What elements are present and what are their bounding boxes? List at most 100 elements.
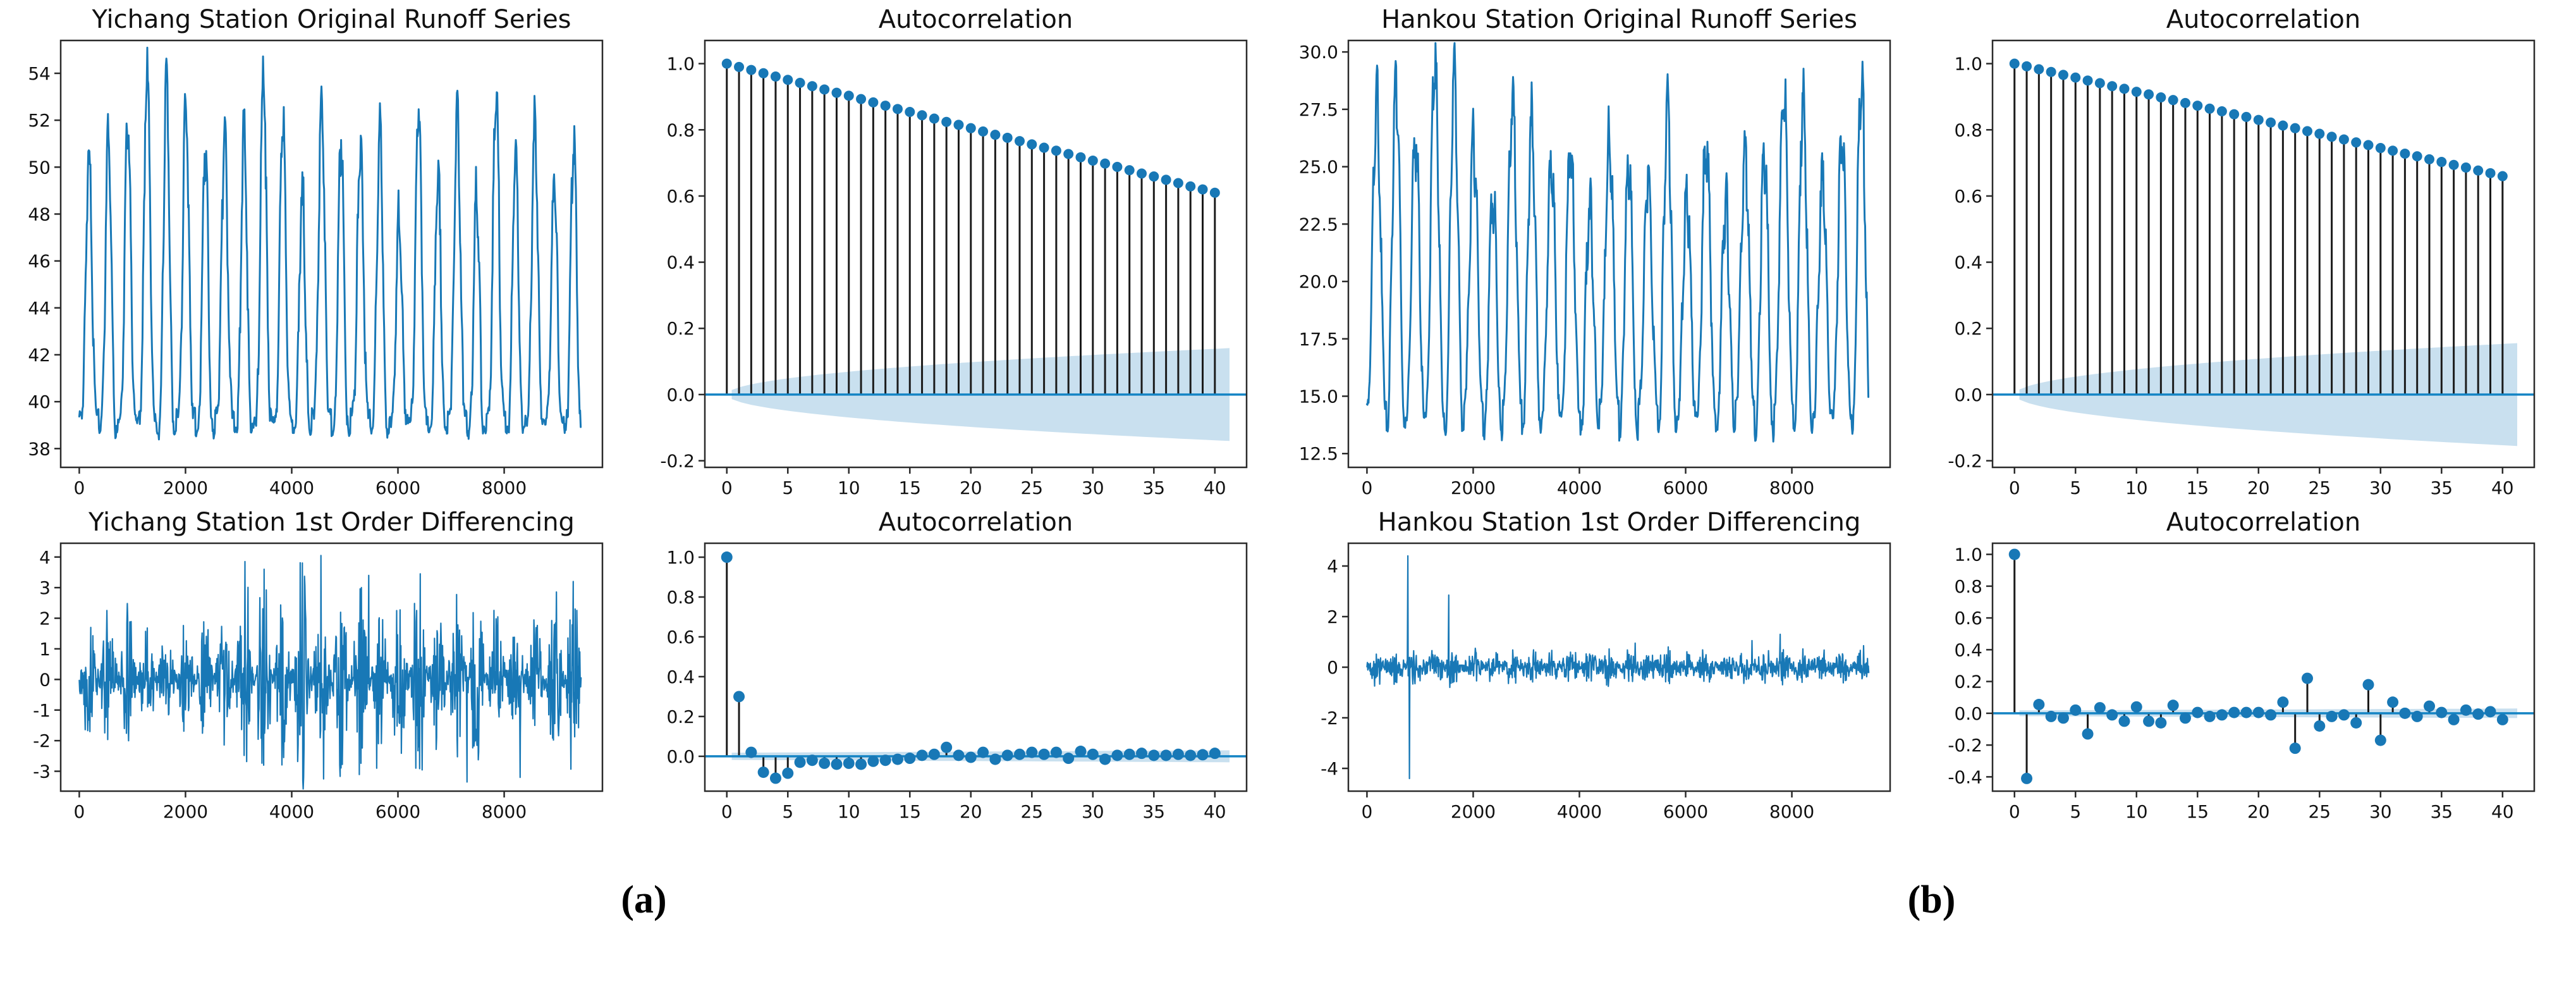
y-tick-label: -2 (1321, 708, 1338, 729)
acf-dot (2301, 672, 2313, 684)
acf-dot (2485, 168, 2496, 178)
acf-dot (831, 87, 841, 98)
acf-dot (2009, 58, 2020, 69)
acf-dot (1172, 748, 1184, 760)
yichang-original-svg: Yichang Station Original Runoff Series 0 2… (28, 5, 604, 498)
acf-dot (2240, 111, 2251, 122)
y-tick-label: 20.0 (1299, 271, 1338, 292)
acf-dot (2180, 97, 2190, 108)
x-tick-label: 6000 (1663, 477, 1708, 498)
x-tick-label: 10 (2125, 477, 2147, 498)
acf-dot (879, 754, 891, 766)
plot-border (59, 39, 604, 469)
acf-dot (977, 746, 989, 758)
chart-hankou-first-order-differencing: Hankou Station 1st Order Differencing 0 20… (1288, 503, 1932, 827)
x-tick-label: 0 (73, 477, 85, 498)
acf-dot (1124, 165, 1135, 176)
x-tick-label: 10 (2125, 801, 2147, 822)
x-tick-label: 35 (1142, 477, 1165, 498)
acf-dot (2094, 78, 2105, 89)
series-line (78, 555, 582, 790)
acf-dot (1087, 155, 1098, 166)
y-tick-label: 0.8 (666, 120, 695, 140)
acf-dot (1135, 748, 1147, 760)
y-tick-label: 0.6 (1954, 186, 1982, 207)
acf-dot (1039, 142, 1049, 153)
x-tick-label: 0 (721, 477, 732, 498)
acf-dot (2412, 151, 2422, 162)
y-tick-label: 0.0 (666, 385, 695, 405)
acf-dot (2020, 772, 2032, 784)
acf-dot (2277, 120, 2288, 131)
y-tick-label: 4 (39, 547, 51, 568)
acf-dot (1013, 748, 1025, 760)
acf-dot (2399, 148, 2410, 159)
plot-title: Autocorrelation (2166, 5, 2360, 34)
x-tick-label: 0 (73, 801, 85, 822)
acf-dot (2436, 157, 2446, 168)
chart-hankou-original-runoff: Hankou Station Original Runoff Series 0 20… (1288, 0, 1932, 503)
y-tick-label: 3 (39, 577, 51, 598)
y-tick-label: 1.0 (1954, 545, 1982, 565)
acf-dot (1002, 132, 1013, 143)
acf-dot (2423, 700, 2435, 712)
chart-yichang-original-runoff: Yichang Station Original Runoff Series 0 2… (0, 0, 644, 503)
hankou-acf-original-svg: Autocorrelation 0 5 10 15 20 25 30 35 40 -0.2 0.0 0.… (1948, 5, 2535, 498)
acf-dot (807, 81, 817, 92)
acf-dot (2106, 81, 2117, 92)
acf-dot (867, 97, 878, 108)
acf-dot (2424, 154, 2434, 164)
x-tick-label: 30 (2369, 801, 2391, 822)
acf-dot (2228, 109, 2239, 120)
y-tick-label: 0.8 (1954, 576, 1982, 597)
acf-dot (1161, 175, 1171, 185)
y-tick-label: -0.2 (1948, 451, 1982, 472)
acf-dot (769, 772, 781, 784)
acf-dot (2496, 713, 2508, 725)
x-tick-label: 40 (2491, 801, 2513, 822)
acf-dot (1038, 748, 1050, 760)
acf-dot (2362, 140, 2373, 151)
acf-dot (2130, 701, 2142, 713)
panel-a: Yichang Station Original Runoff Series 0 2… (0, 0, 1247, 921)
acf-dot (928, 748, 940, 760)
y-tick-label: 1 (39, 639, 51, 660)
acf-dot (2057, 712, 2069, 724)
acf-dot (2264, 709, 2276, 721)
x-tick-label: 25 (2308, 477, 2331, 498)
x-tick-label: 6000 (375, 801, 420, 822)
acf-dot (1063, 149, 1073, 159)
acf-dot (2252, 706, 2264, 718)
x-tick-label: 5 (2070, 801, 2081, 822)
x-tick-label: 4000 (1557, 801, 1602, 822)
yichang-differencing-svg: Yichang Station 1st Order Differencing 0 2… (33, 508, 604, 822)
y-tick-label: 4 (1327, 556, 1338, 577)
acf-dot (2302, 126, 2312, 137)
x-tick-label: 5 (782, 477, 793, 498)
chart-hankou-autocorrelation-original: Autocorrelation 0 5 10 15 20 25 30 35 40 -0.2 0.0 0.… (1932, 0, 2576, 503)
acf-dot (2192, 101, 2202, 111)
acf-dot (721, 58, 732, 69)
x-tick-label: 40 (1203, 801, 1226, 822)
x-tick-label: 5 (782, 801, 793, 822)
acf-dot (1111, 161, 1122, 172)
acf-dot (782, 75, 793, 85)
acf-dot (2338, 134, 2349, 145)
panel-b: Hankou Station Original Runoff Series 0 20… (1288, 0, 2575, 991)
acf-dot (2290, 123, 2300, 133)
y-tick-label: 0 (39, 669, 51, 690)
x-tick-label: 35 (2430, 477, 2453, 498)
acf-dot (2118, 715, 2130, 727)
acf-dot (2008, 548, 2020, 560)
x-tick-label: 10 (837, 801, 860, 822)
acf-dot (2106, 709, 2118, 721)
acf-dot (953, 120, 963, 130)
x-tick-label: 25 (1020, 477, 1043, 498)
y-tick-label: 52 (28, 110, 51, 131)
acf-dot (880, 101, 891, 111)
acf-dot (1136, 168, 1147, 179)
acf-dot (2326, 132, 2337, 142)
acf-dot (1001, 749, 1013, 761)
y-tick-label: 0.2 (666, 706, 695, 727)
